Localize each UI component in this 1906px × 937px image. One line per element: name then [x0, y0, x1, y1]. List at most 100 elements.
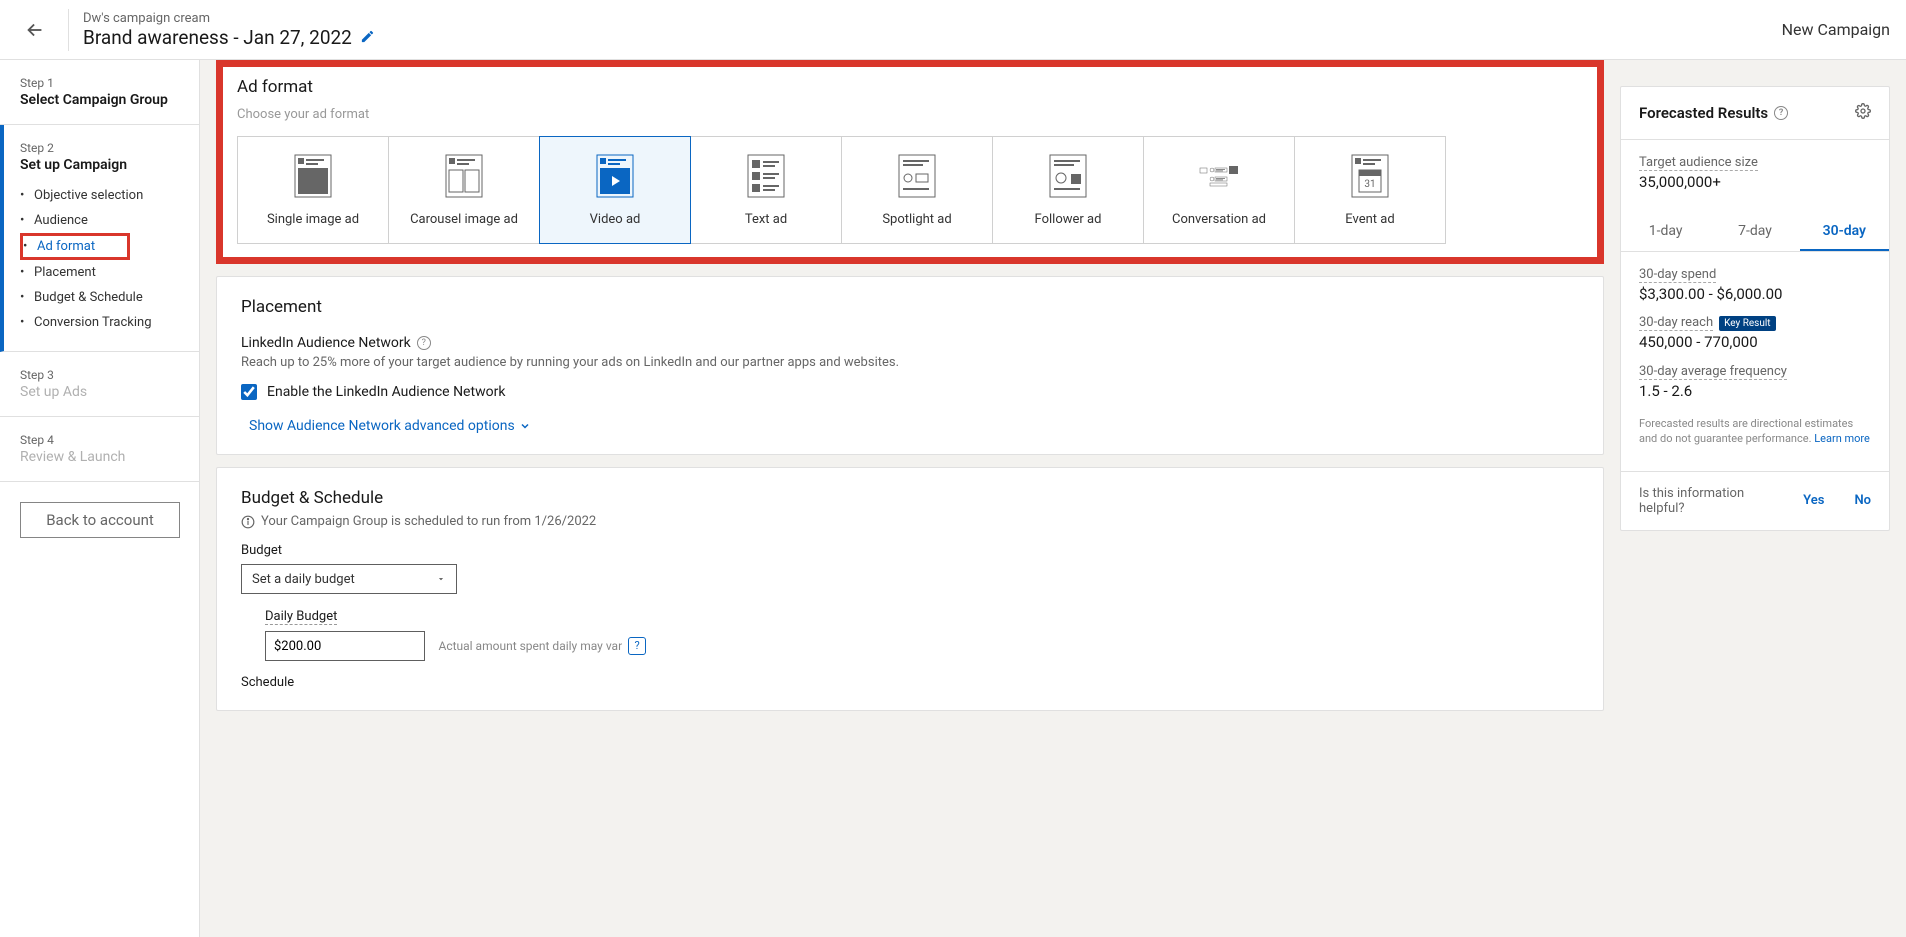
arrow-left-icon — [24, 19, 46, 41]
budget-title: Budget & Schedule — [241, 488, 1579, 508]
daily-hint-text: Actual amount spent daily may var — [438, 639, 622, 653]
help-links: Yes No — [1803, 493, 1871, 508]
format-grid: Single image ad Carousel image ad Video … — [237, 136, 1583, 243]
daily-budget-input[interactable] — [265, 631, 425, 661]
freq-value: 1.5 - 2.6 — [1639, 382, 1871, 400]
substep-conversion[interactable]: Conversion Tracking — [20, 310, 179, 335]
reach-label-row: 30-day reach Key Result — [1639, 315, 1871, 331]
freq-label: 30-day average frequency — [1639, 364, 1787, 380]
forecast-title: Forecasted Results — [1639, 104, 1768, 122]
format-carousel[interactable]: Carousel image ad — [388, 136, 540, 244]
step-label: Step 4 — [20, 433, 179, 447]
reach-label: 30-day reach — [1639, 315, 1713, 331]
help-icon[interactable]: ? — [628, 637, 646, 655]
format-label: Event ad — [1345, 212, 1394, 227]
tab-30day[interactable]: 30-day — [1800, 213, 1889, 251]
enable-network-row: Enable the LinkedIn Audience Network — [241, 384, 1579, 400]
tab-7day[interactable]: 7-day — [1710, 213, 1799, 251]
network-description: Reach up to 25% more of your target audi… — [241, 355, 1579, 370]
right-column: Forecasted Results ? Target audience siz… — [1620, 60, 1906, 937]
substep-ad-format[interactable]: Ad format — [20, 233, 130, 260]
format-video[interactable]: Video ad — [539, 136, 691, 244]
step-label: Step 3 — [20, 368, 179, 382]
back-arrow-button[interactable] — [16, 11, 54, 49]
step-label: Step 1 — [20, 76, 179, 90]
forecast-title-row: Forecasted Results ? — [1639, 104, 1788, 122]
new-campaign-label: New Campaign — [1782, 20, 1890, 39]
step-title: Review & Launch — [20, 449, 179, 465]
help-yes[interactable]: Yes — [1803, 493, 1824, 508]
ad-format-title: Ad format — [237, 77, 1583, 97]
step-3-block[interactable]: Step 3 Set up Ads — [0, 352, 199, 417]
schedule-field-label: Schedule — [241, 675, 1579, 690]
format-label: Conversation ad — [1172, 212, 1266, 227]
header-titles: Dw's campaign cream Brand awareness - Ja… — [83, 11, 375, 49]
format-spotlight[interactable]: Spotlight ad — [841, 136, 993, 244]
substep-budget[interactable]: Budget & Schedule — [20, 285, 179, 310]
tab-1day[interactable]: 1-day — [1621, 213, 1710, 251]
ad-format-section: Ad format Choose your ad format Single i… — [216, 60, 1604, 264]
format-conversation[interactable]: Conversation ad — [1143, 136, 1295, 244]
event-icon: 31 — [1350, 154, 1390, 198]
forecast-panel: Forecasted Results ? Target audience siz… — [1620, 86, 1890, 531]
advanced-options-link[interactable]: Show Audience Network advanced options — [249, 418, 531, 434]
audience-size-value: 35,000,000+ — [1639, 173, 1871, 191]
step-label: Step 2 — [20, 141, 179, 155]
step-title: Select Campaign Group — [20, 92, 179, 108]
conversation-icon — [1199, 154, 1239, 198]
help-question: Is this information helpful? — [1639, 486, 1759, 516]
back-to-account-button[interactable]: Back to account — [20, 502, 180, 538]
format-label: Single image ad — [267, 212, 359, 227]
gear-icon[interactable] — [1855, 103, 1871, 123]
substep-audience[interactable]: Audience — [20, 208, 179, 233]
divider — [68, 9, 69, 51]
daily-budget-field: Daily Budget Actual amount spent daily m… — [265, 608, 1579, 661]
learn-more-link[interactable]: Learn more — [1814, 432, 1870, 445]
ad-format-subtitle: Choose your ad format — [237, 107, 1583, 122]
spotlight-icon — [897, 154, 937, 198]
placement-section: Placement LinkedIn Audience Network ? Re… — [216, 276, 1604, 455]
enable-network-label: Enable the LinkedIn Audience Network — [267, 384, 505, 400]
step-title: Set up Ads — [20, 384, 179, 400]
campaign-group-name: Dw's campaign cream — [83, 11, 375, 26]
audience-size-label: Target audience size — [1639, 155, 1758, 171]
text-ad-icon — [746, 154, 786, 198]
daily-hint-row: Actual amount spent daily may var ? — [438, 637, 646, 655]
budget-field-label: Budget — [241, 543, 1579, 558]
spend-value: $3,300.00 - $6,000.00 — [1639, 285, 1871, 303]
step-2-block: Step 2 Set up Campaign Objective selecti… — [0, 125, 199, 352]
substep-placement[interactable]: Placement — [20, 260, 179, 285]
forecast-metrics: 30-day spend $3,300.00 - $6,000.00 30-da… — [1621, 252, 1889, 471]
schedule-info-text: Your Campaign Group is scheduled to run … — [261, 514, 596, 529]
edit-icon[interactable] — [360, 26, 375, 49]
enable-network-checkbox[interactable] — [241, 384, 257, 400]
main-content: Ad format Choose your ad format Single i… — [200, 60, 1620, 937]
help-no[interactable]: No — [1854, 493, 1871, 508]
budget-select[interactable]: Set a daily budget — [241, 564, 457, 594]
advanced-options-text: Show Audience Network advanced options — [249, 418, 515, 434]
info-icon — [241, 515, 255, 529]
budget-select-value: Set a daily budget — [252, 572, 355, 587]
format-label: Carousel image ad — [410, 212, 518, 227]
video-icon — [595, 154, 635, 198]
placement-title: Placement — [241, 297, 1579, 317]
format-follower[interactable]: Follower ad — [992, 136, 1144, 244]
help-icon[interactable]: ? — [417, 336, 431, 350]
step-title: Set up Campaign — [20, 157, 179, 173]
step-4-block[interactable]: Step 4 Review & Launch — [0, 417, 199, 482]
svg-text:31: 31 — [1364, 179, 1375, 190]
forecast-header: Forecasted Results ? — [1621, 87, 1889, 140]
chevron-down-icon — [519, 420, 531, 432]
step-1-block[interactable]: Step 1 Select Campaign Group — [0, 60, 199, 125]
key-result-badge: Key Result — [1719, 316, 1775, 331]
format-event[interactable]: 31 Event ad — [1294, 136, 1446, 244]
help-icon[interactable]: ? — [1774, 106, 1788, 120]
top-bar: Dw's campaign cream Brand awareness - Ja… — [0, 0, 1906, 60]
substep-objective[interactable]: Objective selection — [20, 183, 179, 208]
caret-down-icon — [436, 574, 446, 584]
campaign-name: Brand awareness - Jan 27, 2022 — [83, 26, 352, 49]
format-text[interactable]: Text ad — [690, 136, 842, 244]
daily-budget-label: Daily Budget — [265, 609, 337, 625]
reach-value: 450,000 - 770,000 — [1639, 333, 1871, 351]
format-single-image[interactable]: Single image ad — [237, 136, 389, 244]
